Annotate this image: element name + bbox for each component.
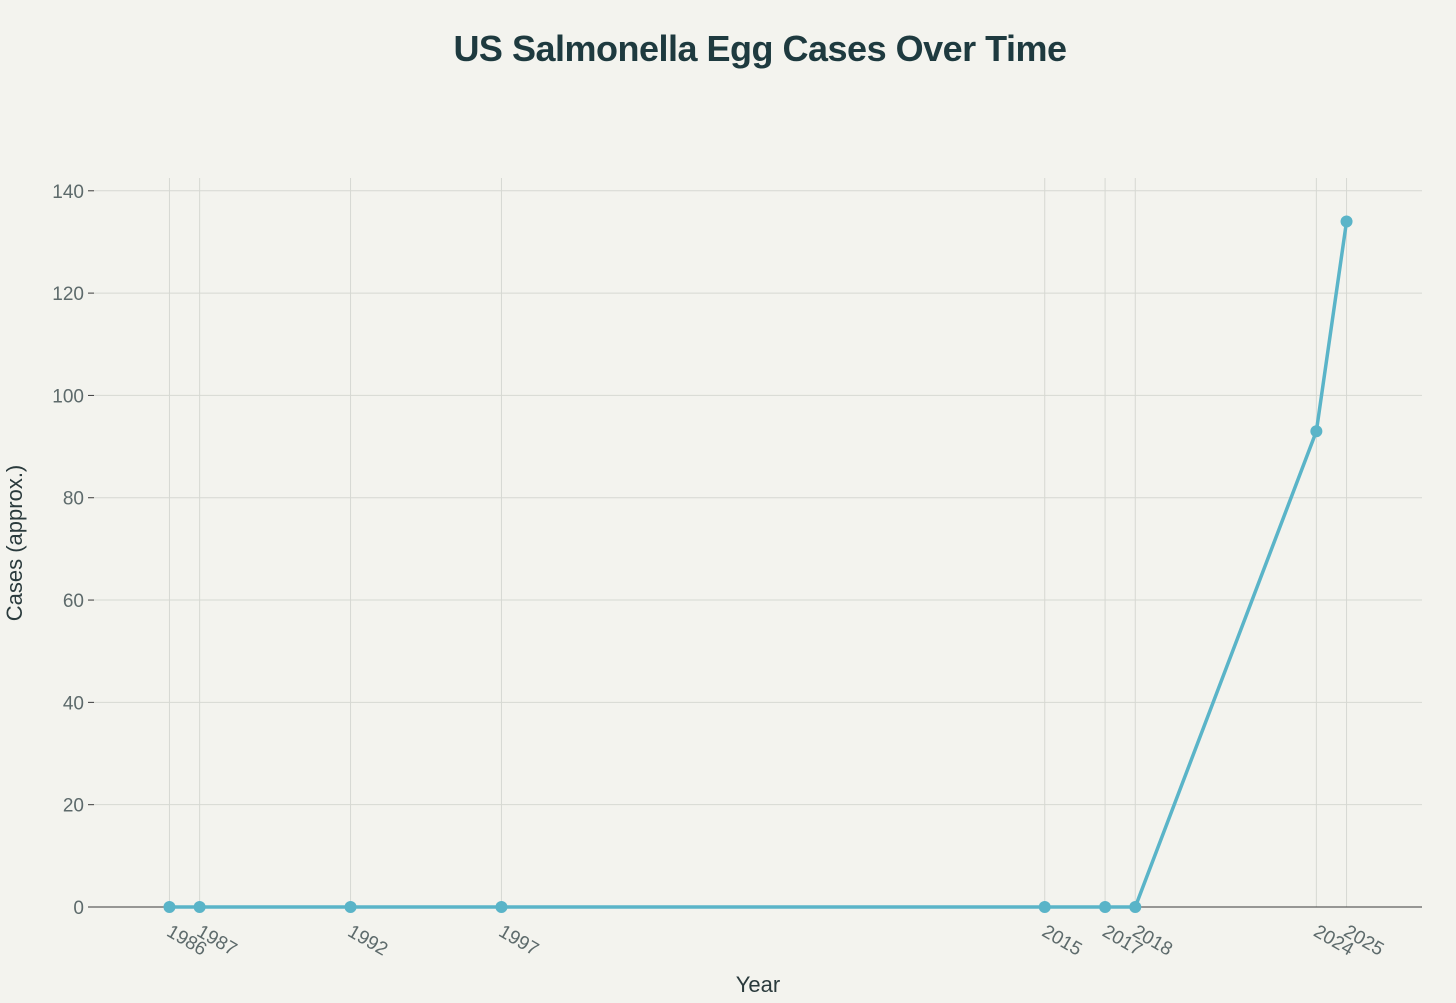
y-tick-label: 40 bbox=[63, 693, 84, 714]
x-tick-label: 1992 bbox=[344, 921, 391, 960]
grid-layer bbox=[94, 178, 1422, 907]
y-tick-label: 100 bbox=[52, 386, 84, 407]
y-tick-label: 80 bbox=[63, 489, 84, 510]
y-tick-label: 120 bbox=[52, 284, 84, 305]
axis-layer bbox=[88, 190, 1422, 908]
series-line bbox=[169, 221, 1349, 909]
x-tick-label: 1997 bbox=[495, 921, 542, 960]
data-point bbox=[344, 901, 357, 913]
data-point bbox=[1038, 901, 1051, 913]
data-point bbox=[1310, 425, 1323, 438]
x-axis-title: Year bbox=[736, 972, 780, 997]
y-tick-label: 60 bbox=[63, 591, 84, 612]
data-point bbox=[163, 901, 176, 913]
y-axis-title: Cases (approx.) bbox=[2, 465, 27, 622]
y-tick-label: 20 bbox=[63, 796, 84, 817]
data-point bbox=[1129, 901, 1142, 913]
data-point bbox=[495, 901, 508, 913]
y-tick-label: 0 bbox=[73, 898, 84, 919]
series-layer bbox=[163, 215, 1353, 913]
data-point bbox=[1340, 215, 1353, 228]
y-tick-label: 140 bbox=[52, 182, 84, 203]
data-point bbox=[1099, 901, 1112, 913]
chart-title: US Salmonella Egg Cases Over Time bbox=[453, 28, 1067, 69]
data-point bbox=[193, 901, 206, 913]
x-tick-label: 2015 bbox=[1038, 921, 1085, 960]
